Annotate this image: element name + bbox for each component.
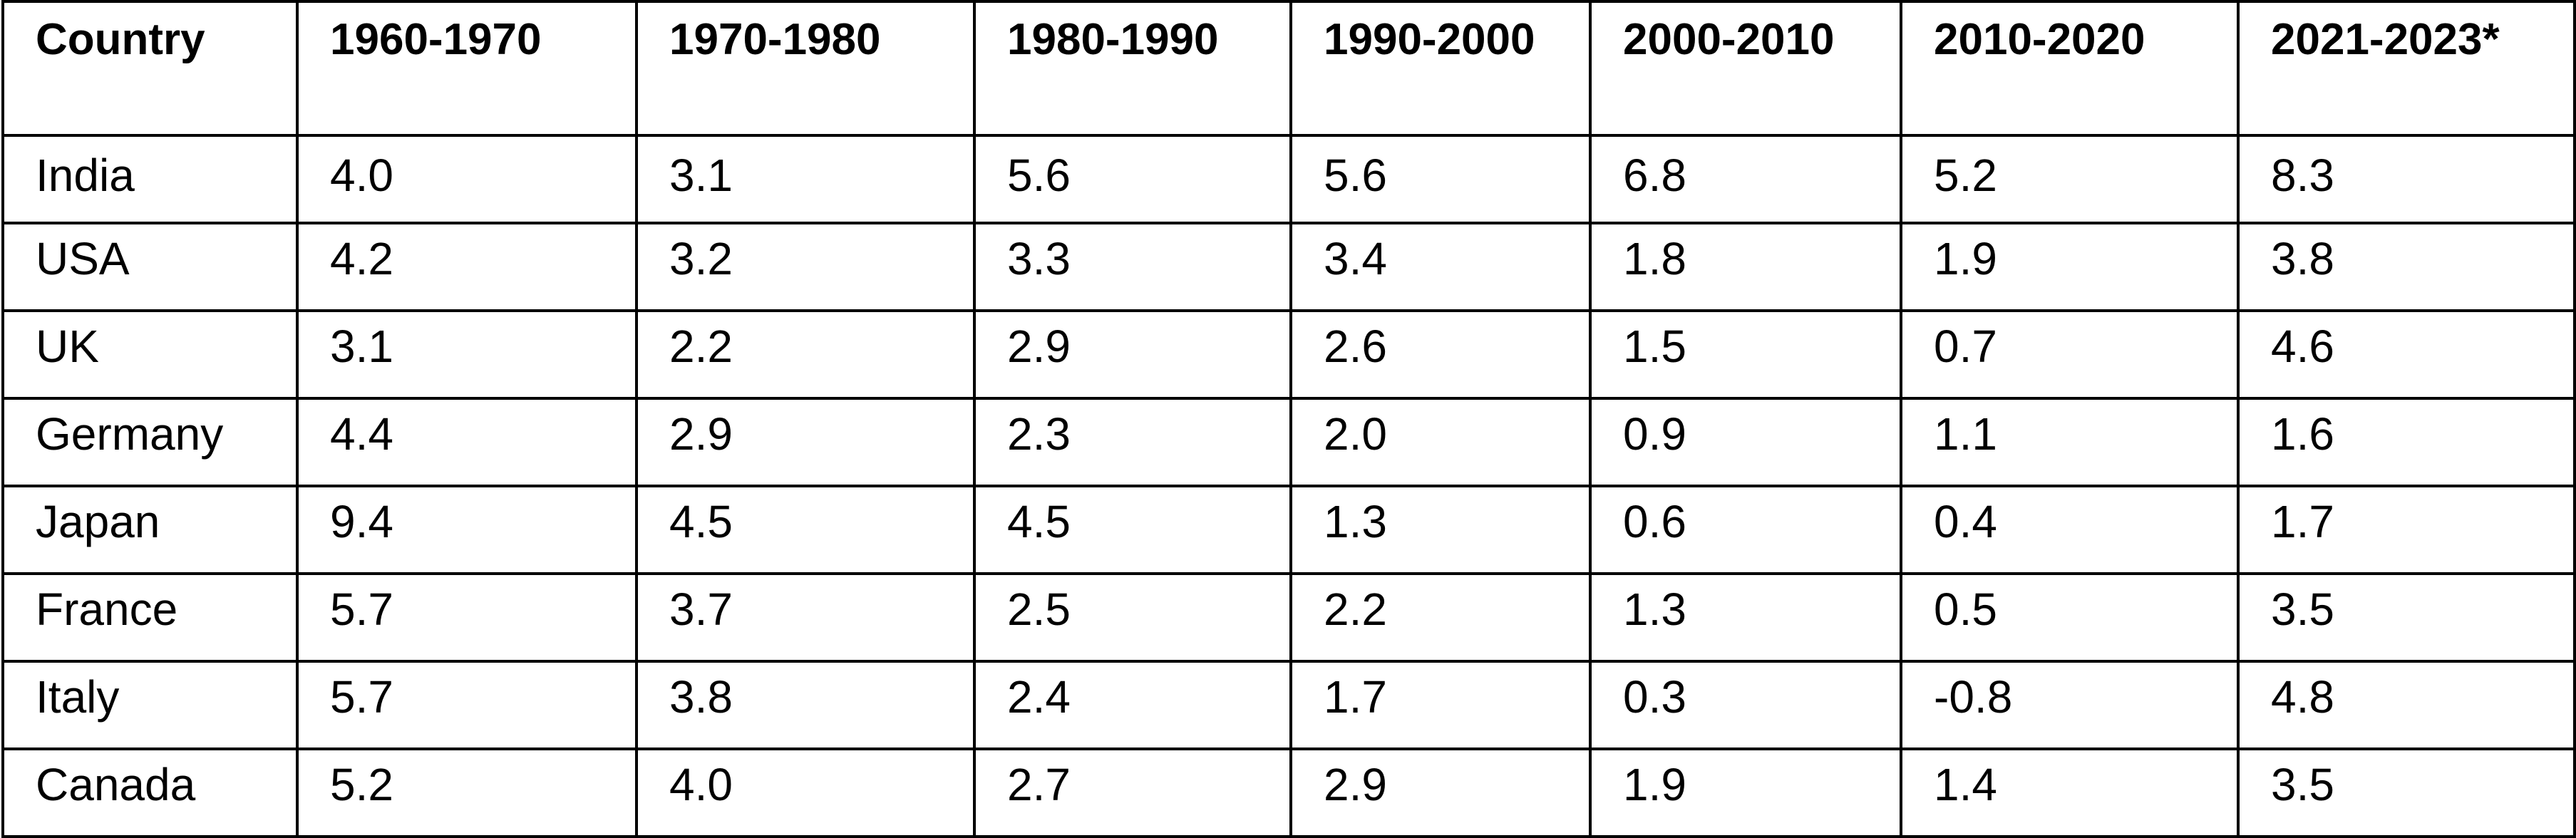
table-cell: 4.5 (973, 485, 1292, 575)
table-cell: 9.4 (296, 485, 638, 575)
table-cell: 4.4 (296, 397, 638, 487)
table-cell: 1.8 (1589, 222, 1902, 312)
table-cell: 2.9 (635, 397, 976, 487)
table-cell: 4.8 (2237, 660, 2576, 750)
column-header: 1970-1980 (635, 0, 976, 137)
table-cell: 2.7 (973, 748, 1292, 838)
country-cell: UK (1, 309, 299, 400)
table-row: France 5.7 3.7 2.5 2.2 1.3 0.5 3.5 (1, 572, 2576, 663)
header-row: Country 1960-1970 1970-1980 1980-1990 19… (1, 0, 2576, 137)
table-cell: 2.9 (973, 309, 1292, 400)
table-cell: 1.9 (1589, 748, 1902, 838)
table-cell: 3.1 (296, 309, 638, 400)
country-cell: Germany (1, 397, 299, 487)
column-header: 2021-2023* (2237, 0, 2576, 137)
country-cell: France (1, 572, 299, 663)
table-cell: 3.4 (1289, 222, 1592, 312)
country-cell: Canada (1, 748, 299, 838)
table-row: Japan 9.4 4.5 4.5 1.3 0.6 0.4 1.7 (1, 485, 2576, 575)
country-cell: USA (1, 222, 299, 312)
table-cell: 0.9 (1589, 397, 1902, 487)
table-cell: 0.3 (1589, 660, 1902, 750)
table-cell: 0.7 (1900, 309, 2240, 400)
table-cell: 3.5 (2237, 572, 2576, 663)
table-cell: 5.7 (296, 572, 638, 663)
table-cell: 1.3 (1589, 572, 1902, 663)
table-cell: 1.9 (1900, 222, 2240, 312)
column-header: Country (1, 0, 299, 137)
column-header: 2010-2020 (1900, 0, 2240, 137)
table-cell: 1.7 (1289, 660, 1592, 750)
table-cell: 0.6 (1589, 485, 1902, 575)
table-cell: 4.0 (296, 134, 638, 224)
table-cell: 2.2 (635, 309, 976, 400)
column-header: 2000-2010 (1589, 0, 1902, 137)
table-cell: 1.5 (1589, 309, 1902, 400)
table-cell: 2.4 (973, 660, 1292, 750)
table-row: USA 4.2 3.2 3.3 3.4 1.8 1.9 3.8 (1, 222, 2576, 312)
table-row: UK 3.1 2.2 2.9 2.6 1.5 0.7 4.6 (1, 309, 2576, 400)
column-header: 1980-1990 (973, 0, 1292, 137)
table-cell: 0.4 (1900, 485, 2240, 575)
table-cell: 5.2 (296, 748, 638, 838)
table-cell: 2.0 (1289, 397, 1592, 487)
table-cell: 1.4 (1900, 748, 2240, 838)
table-cell: 5.6 (1289, 134, 1592, 224)
table-cell: 2.5 (973, 572, 1292, 663)
table-cell: 6.8 (1589, 134, 1902, 224)
table-cell: 3.7 (635, 572, 976, 663)
table-cell: 2.6 (1289, 309, 1592, 400)
table-cell: 3.8 (2237, 222, 2576, 312)
table-cell: 8.3 (2237, 134, 2576, 224)
table-cell: 3.8 (635, 660, 976, 750)
table-cell: 1.3 (1289, 485, 1592, 575)
table-row: Germany 4.4 2.9 2.3 2.0 0.9 1.1 1.6 (1, 397, 2576, 487)
table-row: Italy 5.7 3.8 2.4 1.7 0.3 -0.8 4.8 (1, 660, 2576, 750)
table-cell: 2.3 (973, 397, 1292, 487)
table-cell: 3.1 (635, 134, 976, 224)
column-header: 1990-2000 (1289, 0, 1592, 137)
table-cell: 1.1 (1900, 397, 2240, 487)
country-cell: Japan (1, 485, 299, 575)
table-cell: 0.5 (1900, 572, 2240, 663)
table-cell: 3.5 (2237, 748, 2576, 838)
table-cell: 2.9 (1289, 748, 1592, 838)
column-header: 1960-1970 (296, 0, 638, 137)
table-cell: 5.6 (973, 134, 1292, 224)
country-cell: India (1, 134, 299, 224)
table-cell: 4.6 (2237, 309, 2576, 400)
table-cell: 4.5 (635, 485, 976, 575)
table-cell: 5.2 (1900, 134, 2240, 224)
table-row: India 4.0 3.1 5.6 5.6 6.8 5.2 8.3 (1, 134, 2576, 224)
table-cell: 3.3 (973, 222, 1292, 312)
table-cell: 2.2 (1289, 572, 1592, 663)
table-cell: 3.2 (635, 222, 976, 312)
table-cell: 1.6 (2237, 397, 2576, 487)
country-cell: Italy (1, 660, 299, 750)
table-cell: 4.0 (635, 748, 976, 838)
table-cell: -0.8 (1900, 660, 2240, 750)
table-cell: 1.7 (2237, 485, 2576, 575)
table-cell: 5.7 (296, 660, 638, 750)
table-row: Canada 5.2 4.0 2.7 2.9 1.9 1.4 3.5 (1, 748, 2576, 838)
table-cell: 4.2 (296, 222, 638, 312)
